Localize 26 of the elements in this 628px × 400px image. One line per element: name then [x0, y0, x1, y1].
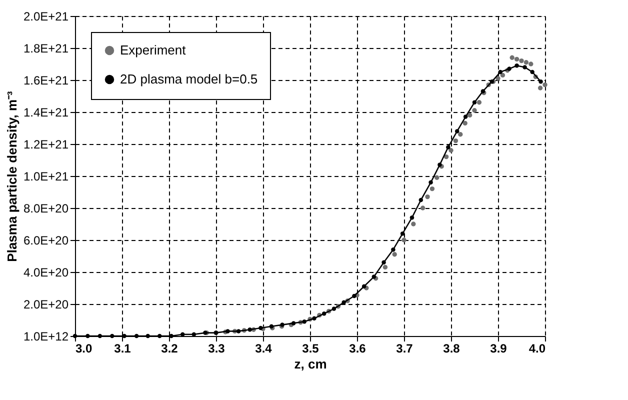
x-tick-label: 3.4 — [255, 342, 272, 356]
x-tick-label: 3.5 — [302, 342, 320, 356]
x-tick-label: 3.9 — [490, 342, 508, 356]
y-tick-label: 1.2E+21 — [23, 138, 69, 152]
x-axis-title: z, cm — [294, 356, 327, 372]
y-tick-label: 4.0E+20 — [23, 266, 69, 280]
x-tick-label: 3.6 — [349, 342, 366, 356]
y-tick-label: 8.0E+20 — [23, 202, 69, 216]
x-tick-label: 4.0 — [528, 342, 546, 356]
y-tick-label: 1.0E+21 — [23, 170, 69, 184]
x-tick-label: 3.7 — [396, 342, 414, 356]
legend-label: 2D plasma model b=0.5 — [120, 72, 258, 86]
y-tick-label: 1.6E+21 — [23, 74, 69, 88]
x-tick-label: 3.8 — [443, 342, 460, 356]
y-tick-label: 2.0E+20 — [23, 298, 69, 312]
y-tick-label: 6.0E+20 — [23, 234, 69, 248]
y-tick-label: 1.4E+21 — [23, 106, 69, 120]
y-tick-label: 2.0E+21 — [23, 10, 69, 24]
y-axis-title: Plasma particle density, m⁻³ — [4, 90, 20, 262]
x-tick-label: 3.0 — [76, 342, 93, 356]
x-tick-label: 3.1 — [114, 342, 132, 356]
x-tick-label: 3.2 — [161, 342, 178, 356]
x-tick-label: 3.3 — [208, 342, 226, 356]
y-tick-label: 1.8E+21 — [23, 42, 69, 56]
y-tick-label: 1.0E+12 — [23, 330, 69, 344]
legend-label: Experiment — [120, 42, 186, 58]
